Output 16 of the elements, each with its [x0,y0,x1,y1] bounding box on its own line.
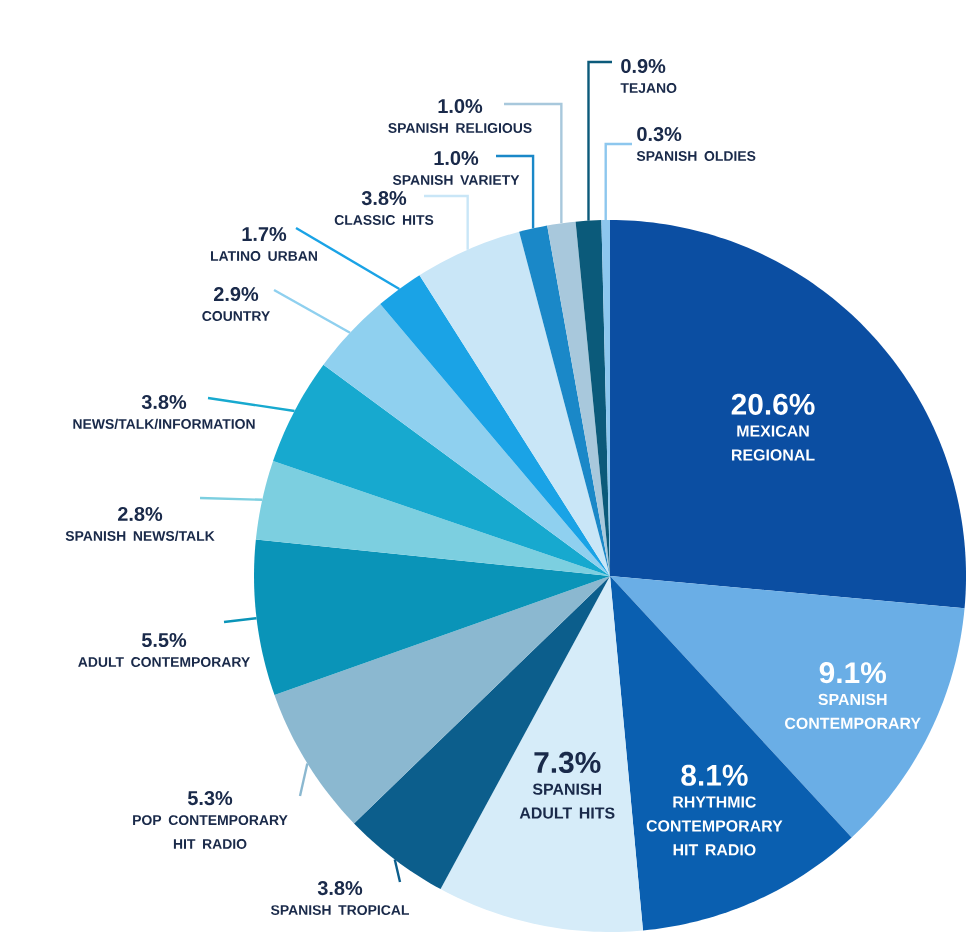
data-label: 5.5% [141,633,187,648]
data-label: 1.0% [438,99,483,114]
data-label: 20.6% [731,393,815,415]
data-label: 1.0% [434,151,479,166]
data-label: 7.3% [534,751,601,774]
data-label: 1.7% [242,227,287,242]
data-label: 3.8% [361,191,407,206]
data-label: 8.1% [681,764,748,786]
data-label: 5.3% [187,791,233,806]
data-label: 9.1% [819,662,886,684]
data-label: 3.8% [317,881,363,896]
data-label: 2.9% [213,287,259,302]
data-label: 0.3% [637,127,682,142]
data-label: 0.9% [621,59,666,74]
data-label: 3.8% [141,394,187,410]
data-label: 2.8% [117,506,163,522]
